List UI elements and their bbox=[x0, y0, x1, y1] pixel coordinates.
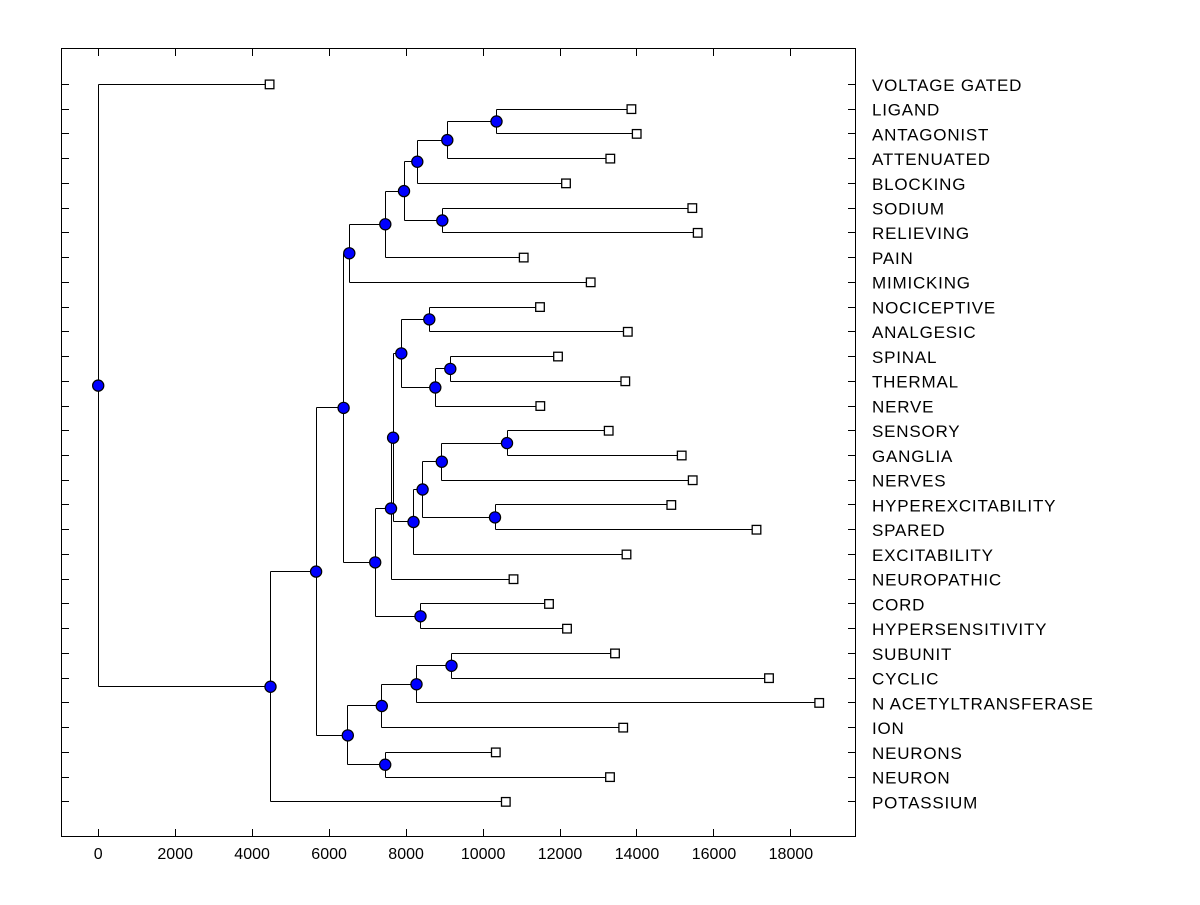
svg-text:THERMAL: THERMAL bbox=[872, 373, 959, 392]
svg-text:NOCICEPTIVE: NOCICEPTIVE bbox=[872, 299, 996, 318]
svg-text:N ACETYLTRANSFERASE: N ACETYLTRANSFERASE bbox=[872, 694, 1094, 713]
svg-text:SENSORY: SENSORY bbox=[872, 422, 960, 441]
svg-text:EXCITABILITY: EXCITABILITY bbox=[872, 546, 994, 565]
svg-text:RELIEVING: RELIEVING bbox=[872, 224, 970, 243]
svg-text:ANALGESIC: ANALGESIC bbox=[872, 323, 977, 342]
svg-text:VOLTAGE GATED: VOLTAGE GATED bbox=[872, 76, 1022, 95]
svg-text:18000: 18000 bbox=[769, 846, 814, 863]
svg-text:6000: 6000 bbox=[311, 846, 347, 863]
svg-text:HYPERSENSITIVITY: HYPERSENSITIVITY bbox=[872, 620, 1047, 639]
svg-text:BLOCKING: BLOCKING bbox=[872, 175, 966, 194]
svg-text:NEUROPATHIC: NEUROPATHIC bbox=[872, 571, 1002, 590]
svg-text:SPARED: SPARED bbox=[872, 521, 945, 540]
svg-text:NEURONS: NEURONS bbox=[872, 744, 963, 763]
svg-text:14000: 14000 bbox=[615, 846, 660, 863]
svg-text:GANGLIA: GANGLIA bbox=[872, 447, 953, 466]
svg-text:8000: 8000 bbox=[388, 846, 424, 863]
svg-text:CORD: CORD bbox=[872, 595, 925, 614]
svg-text:ATTENUATED: ATTENUATED bbox=[872, 150, 991, 169]
svg-text:NERVES: NERVES bbox=[872, 472, 946, 491]
svg-text:10000: 10000 bbox=[461, 846, 506, 863]
svg-text:HYPEREXCITABILITY: HYPEREXCITABILITY bbox=[872, 496, 1056, 515]
svg-text:12000: 12000 bbox=[538, 846, 583, 863]
svg-text:2000: 2000 bbox=[157, 846, 193, 863]
svg-text:0: 0 bbox=[94, 846, 103, 863]
svg-text:SUBUNIT: SUBUNIT bbox=[872, 645, 952, 664]
svg-text:4000: 4000 bbox=[234, 846, 270, 863]
svg-text:ION: ION bbox=[872, 719, 905, 738]
svg-text:ANTAGONIST: ANTAGONIST bbox=[872, 125, 989, 144]
svg-text:LIGAND: LIGAND bbox=[872, 101, 940, 120]
svg-text:SPINAL: SPINAL bbox=[872, 348, 937, 367]
svg-text:16000: 16000 bbox=[692, 846, 737, 863]
svg-text:CYCLIC: CYCLIC bbox=[872, 670, 939, 689]
svg-text:NEURON: NEURON bbox=[872, 769, 950, 788]
svg-text:POTASSIUM: POTASSIUM bbox=[872, 793, 978, 812]
svg-text:PAIN: PAIN bbox=[872, 249, 914, 268]
svg-text:MIMICKING: MIMICKING bbox=[872, 274, 971, 293]
svg-text:NERVE: NERVE bbox=[872, 397, 934, 416]
svg-text:SODIUM: SODIUM bbox=[872, 200, 945, 219]
